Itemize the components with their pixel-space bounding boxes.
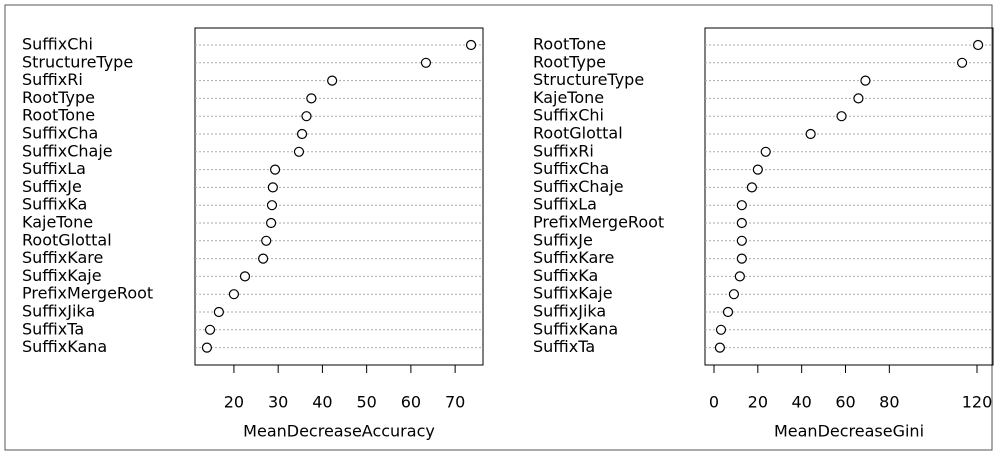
x-tick-label: 60 [835,393,855,412]
point [213,306,224,318]
y-tick-label: SuffixKana [533,319,618,338]
x-tick-label: 70 [445,393,465,412]
y-tick-label: SuffixKa [22,195,87,214]
x-tick-label: 120 [962,393,993,412]
point [736,253,747,264]
x-tick-label: 30 [268,393,288,412]
y-tick-label: SuffixCha [533,159,609,178]
x-tick-label: 80 [879,393,899,412]
x-tick-label: 20 [224,393,244,412]
point [853,93,864,104]
point [734,271,745,282]
point [805,128,816,140]
x-axis-label: MeanDecreaseAccuracy [243,422,435,441]
y-tick-label: SuffixKana [22,337,107,356]
y-tick-label: SuffixJika [22,302,95,321]
y-tick-label: SuffixKare [22,248,103,267]
point [269,164,281,175]
point [714,342,726,353]
point [420,57,432,68]
point [728,289,740,300]
y-tick-label: SuffixKare [533,248,614,267]
y-tick-label: RootTone [22,106,95,125]
y-tick-label: RootGlottal [22,230,112,249]
point [746,182,758,193]
point [239,271,251,282]
y-tick-label: SuffixChaje [22,141,113,160]
y-tick-label: SuffixLa [533,195,597,214]
y-tick-label: RootTone [533,35,606,54]
y-tick-label: SuffixLa [22,159,86,178]
y-tick-label: PrefixMergeRoot [533,213,664,232]
point [836,111,847,122]
point [266,200,278,211]
point [722,306,734,318]
x-tick-label: 40 [791,393,811,412]
x-tick-label: 20 [748,393,768,412]
x-tick-label: 40 [312,393,332,412]
point [306,93,317,104]
figure-border [4,4,993,451]
point [265,217,277,229]
point [715,324,727,335]
plot-frame [194,27,484,366]
y-tick-label: SuffixCha [22,124,98,143]
y-tick-label: SuffixKaje [22,266,102,285]
y-tick-label: SuffixKaje [533,284,613,303]
y-tick-label: SuffixJe [533,230,593,249]
y-tick-label: SuffixTa [533,337,595,356]
point [258,253,269,264]
point [465,39,477,51]
point [201,342,213,353]
y-tick-label: SuffixKa [533,266,598,285]
point [327,75,338,86]
x-tick-label: 60 [401,393,421,412]
point [296,128,308,140]
x-axis-label: MeanDecreaseGini [774,422,924,441]
y-tick-label: RootType [22,88,95,107]
point [736,200,747,211]
point [752,164,763,175]
y-tick-label: KajeTone [22,213,93,232]
point [972,39,984,51]
point [261,235,272,246]
point [301,111,312,122]
point [860,75,871,86]
point [736,235,747,246]
y-tick-label: SuffixRi [22,70,83,89]
point [956,57,968,68]
point [204,324,216,335]
y-tick-label: StructureType [22,52,133,71]
y-tick-label: KajeTone [533,88,604,107]
y-tick-label: SuffixChi [533,106,604,125]
y-tick-label: SuffixJika [533,302,606,321]
y-tick-label: SuffixJe [22,177,82,196]
y-tick-label: RootGlottal [533,124,623,143]
point [293,146,305,157]
y-tick-label: StructureType [533,70,644,89]
y-tick-label: SuffixChi [22,35,93,54]
y-tick-label: RootType [533,52,606,71]
y-tick-label: PrefixMergeRoot [22,284,153,303]
point [228,289,240,300]
y-tick-label: SuffixChaje [533,177,624,196]
x-tick-label: 50 [356,393,376,412]
plot-frame [704,27,994,366]
y-tick-label: SuffixRi [533,141,594,160]
point [736,217,747,229]
point [267,182,278,193]
x-tick-label: 0 [709,393,719,412]
point [760,146,771,157]
y-tick-label: SuffixTa [22,319,84,338]
